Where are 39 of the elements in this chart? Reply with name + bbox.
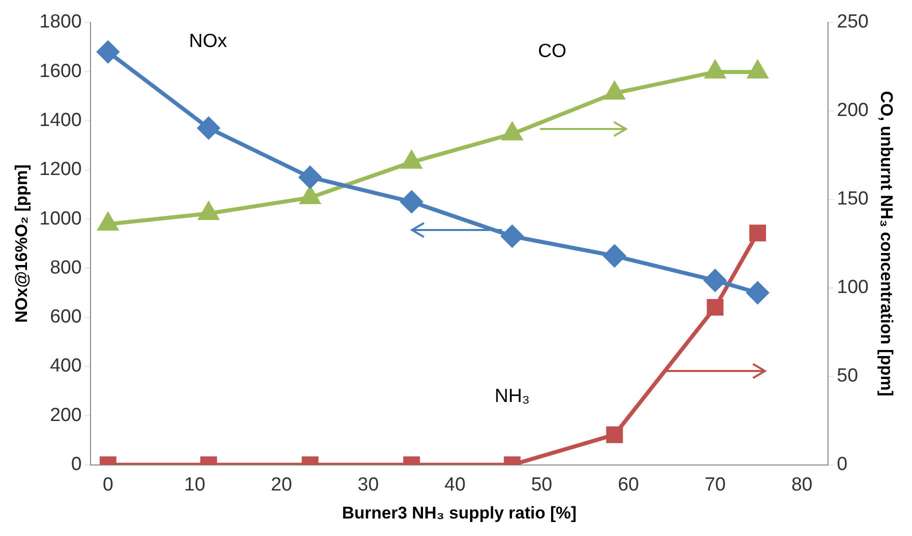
y2-tick-label: 50 <box>836 366 858 387</box>
x-axis-title: Burner3 NH₃ supply ratio [%] <box>342 503 577 522</box>
y-tick-label: 200 <box>50 404 82 426</box>
x-tick-label: 40 <box>444 474 466 496</box>
y2-axis-title: CO, unburnt NH₃ concentration [ppm] <box>877 90 896 396</box>
text: NOx <box>189 30 227 53</box>
x-tick-label: 80 <box>791 474 812 496</box>
y-tick-label: 1000 <box>39 208 82 230</box>
y2-tick-label: 100 <box>836 277 869 298</box>
y-tick-label: 600 <box>50 306 82 328</box>
point <box>299 166 322 188</box>
y-tick-label: 400 <box>50 356 82 377</box>
y-tick-label: 0 <box>71 454 82 476</box>
point <box>97 40 120 63</box>
x-tick-label: 0 <box>102 474 114 496</box>
y2-tick-label: 0 <box>836 454 848 476</box>
y2-tick-label: 250 <box>836 12 869 33</box>
point <box>400 190 423 213</box>
x-tick-label: 60 <box>618 474 639 496</box>
y-tick-label: 800 <box>50 257 82 278</box>
x-tick-label: 30 <box>358 474 379 496</box>
x-tick-label: 10 <box>184 474 206 496</box>
point <box>704 269 726 292</box>
y2-tick-label: 200 <box>836 100 869 122</box>
x-tick-label: 70 <box>704 474 726 496</box>
point <box>746 282 769 304</box>
x-tick-label: 20 <box>270 474 292 496</box>
y2-tick-label: 150 <box>836 188 869 210</box>
y-tick-label: 1800 <box>39 12 82 33</box>
y-tick-label: 1600 <box>39 60 82 82</box>
x-tick-label: 50 <box>531 474 552 496</box>
y-tick-label: 1400 <box>39 110 82 131</box>
text: NH₃ <box>494 386 530 408</box>
point <box>604 244 626 267</box>
point <box>501 225 524 248</box>
y-tick-label: 1200 <box>39 159 82 180</box>
text: CO <box>538 40 566 63</box>
point <box>198 117 220 140</box>
y-axis-title: NOx@16%O₂ [ppm] <box>12 164 31 323</box>
